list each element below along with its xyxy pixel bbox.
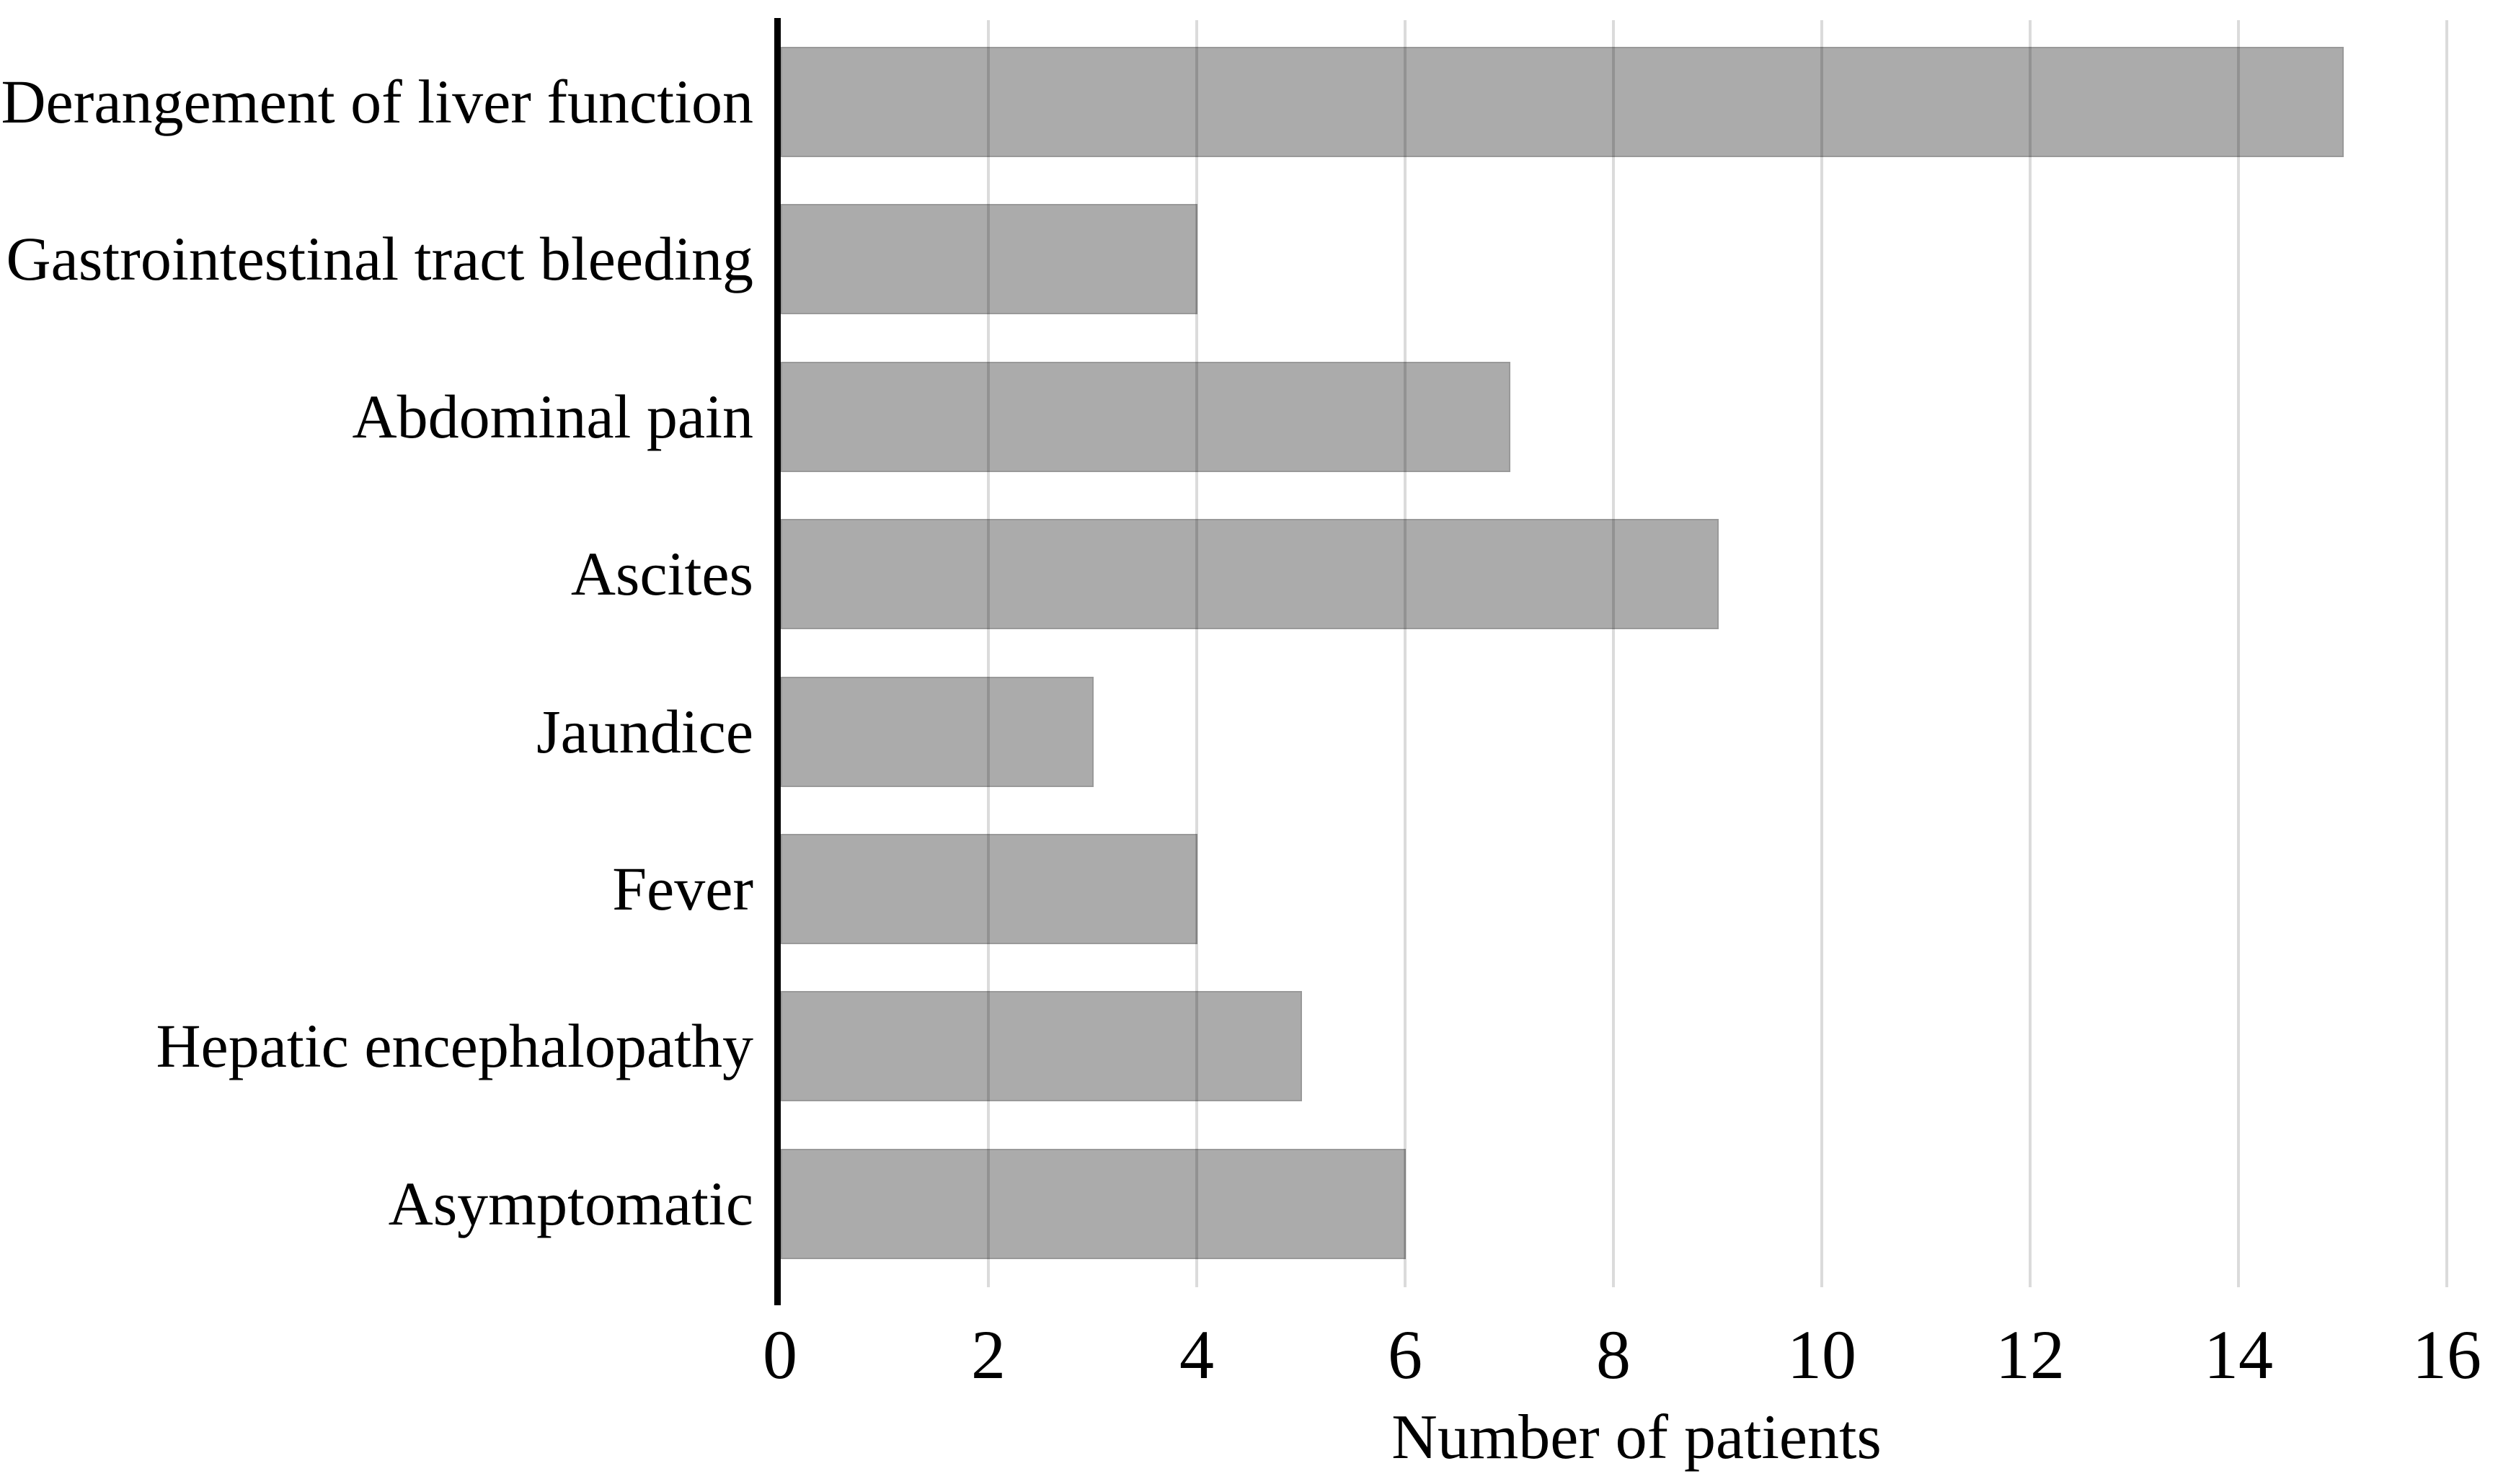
gridline-x-2	[987, 20, 990, 1287]
x-axis-title: Number of patients	[1391, 1403, 1882, 1472]
bar	[781, 361, 1510, 472]
category-label: Ascites	[570, 539, 753, 609]
y-axis-line	[774, 18, 781, 1305]
gridline-x-10	[1820, 20, 1823, 1287]
bar	[781, 47, 2344, 157]
gridline-x-4	[1195, 20, 1198, 1287]
category-label: Abdominal pain	[352, 381, 753, 451]
x-tick-label: 4	[1179, 1316, 1214, 1393]
gridline-x-12	[2029, 20, 2032, 1287]
x-tick-label: 0	[763, 1316, 797, 1393]
bar	[781, 991, 1302, 1102]
category-label: Hepatic encephalopathy	[156, 1011, 753, 1081]
bar	[781, 834, 1197, 944]
x-tick-label: 2	[971, 1316, 1006, 1393]
bar	[781, 1148, 1406, 1259]
x-tick-label: 8	[1596, 1316, 1631, 1393]
gridline-x-8	[1612, 20, 1615, 1287]
x-tick-label: 6	[1388, 1316, 1422, 1393]
x-tick-label: 12	[1996, 1316, 2065, 1393]
bar	[781, 676, 1094, 787]
category-label: Asymptomatic	[388, 1168, 753, 1238]
bar	[781, 204, 1197, 315]
category-label: Jaundice	[536, 696, 753, 766]
bar	[781, 519, 1719, 630]
category-label: Gastrointestinal tract bleeding	[6, 224, 753, 294]
gridline-x-14	[2237, 20, 2240, 1287]
gridline-x-16	[2445, 20, 2448, 1287]
x-tick-label: 14	[2204, 1316, 2273, 1393]
x-tick-label: 10	[1787, 1316, 1856, 1393]
category-label: Derangement of liver function	[1, 67, 753, 136]
x-tick-label: 16	[2412, 1316, 2481, 1393]
category-label: Fever	[612, 854, 753, 923]
gridline-x-6	[1404, 20, 1407, 1287]
